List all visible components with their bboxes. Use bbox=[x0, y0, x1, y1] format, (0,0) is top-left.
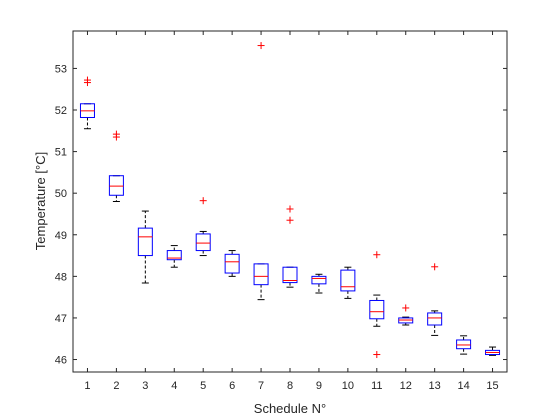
outlier-marker bbox=[199, 197, 207, 205]
box-6 bbox=[224, 250, 240, 277]
box-7 bbox=[253, 42, 269, 301]
y-tick-label: 49 bbox=[55, 230, 67, 242]
iqr-box bbox=[253, 263, 269, 286]
box-1 bbox=[79, 76, 95, 130]
outlier-marker bbox=[373, 251, 381, 259]
outlier-marker bbox=[373, 351, 381, 359]
iqr-box bbox=[195, 233, 211, 252]
x-axis-label: Schedule N° bbox=[254, 401, 326, 416]
y-tick-label: 48 bbox=[55, 271, 67, 283]
outlier-marker bbox=[286, 216, 294, 224]
box-13 bbox=[427, 263, 443, 336]
y-tick-label: 52 bbox=[55, 105, 67, 117]
box-14 bbox=[456, 335, 472, 355]
box-5 bbox=[195, 197, 211, 257]
iqr-box bbox=[369, 299, 385, 320]
box-9 bbox=[311, 273, 327, 294]
x-tick-label: 4 bbox=[171, 380, 177, 392]
boxes-layer bbox=[79, 42, 501, 359]
x-tick-label: 15 bbox=[486, 380, 498, 392]
outlier-marker bbox=[402, 304, 410, 312]
y-tick-label: 50 bbox=[55, 188, 67, 200]
iqr-box bbox=[166, 250, 182, 261]
x-tick-label: 6 bbox=[229, 380, 235, 392]
x-tick-label: 3 bbox=[142, 380, 148, 392]
y-tick-label: 46 bbox=[55, 355, 67, 367]
x-tick-label: 14 bbox=[457, 380, 469, 392]
box-11 bbox=[369, 251, 385, 359]
x-tick-label: 9 bbox=[316, 380, 322, 392]
x-tick-label: 11 bbox=[371, 380, 382, 392]
x-tick-label: 7 bbox=[258, 380, 264, 392]
x-tick-label: 1 bbox=[84, 380, 90, 392]
iqr-box bbox=[224, 253, 240, 274]
x-tick-label: 13 bbox=[429, 380, 441, 392]
x-tick-label: 10 bbox=[342, 380, 354, 392]
box-2 bbox=[108, 130, 124, 202]
box-10 bbox=[340, 266, 356, 299]
x-tick-label: 5 bbox=[200, 380, 206, 392]
iqr-box bbox=[311, 275, 327, 285]
x-tick-label: 12 bbox=[400, 380, 412, 392]
box-12 bbox=[398, 304, 414, 326]
box-8 bbox=[282, 205, 298, 288]
x-tick-label: 8 bbox=[287, 380, 293, 392]
outlier-marker bbox=[286, 205, 294, 213]
plot-area bbox=[72, 30, 508, 373]
box-3 bbox=[137, 210, 153, 284]
y-axis-label: Temperature [°C] bbox=[33, 152, 48, 250]
iqr-box bbox=[282, 266, 298, 284]
y-tick-label: 53 bbox=[55, 63, 67, 75]
y-tick-label: 51 bbox=[55, 147, 67, 159]
box-4 bbox=[166, 245, 182, 268]
box-15 bbox=[485, 346, 501, 356]
iqr-box bbox=[340, 269, 356, 292]
x-tick-label: 2 bbox=[113, 380, 119, 392]
y-tick-label: 47 bbox=[55, 313, 67, 325]
iqr-box bbox=[137, 227, 153, 257]
outlier-marker bbox=[112, 133, 120, 141]
outlier-marker bbox=[431, 263, 439, 271]
iqr-box bbox=[456, 339, 472, 350]
iqr-box bbox=[108, 175, 124, 196]
outlier-marker bbox=[83, 79, 91, 87]
iqr-box bbox=[427, 312, 443, 326]
outlier-marker bbox=[257, 42, 265, 50]
